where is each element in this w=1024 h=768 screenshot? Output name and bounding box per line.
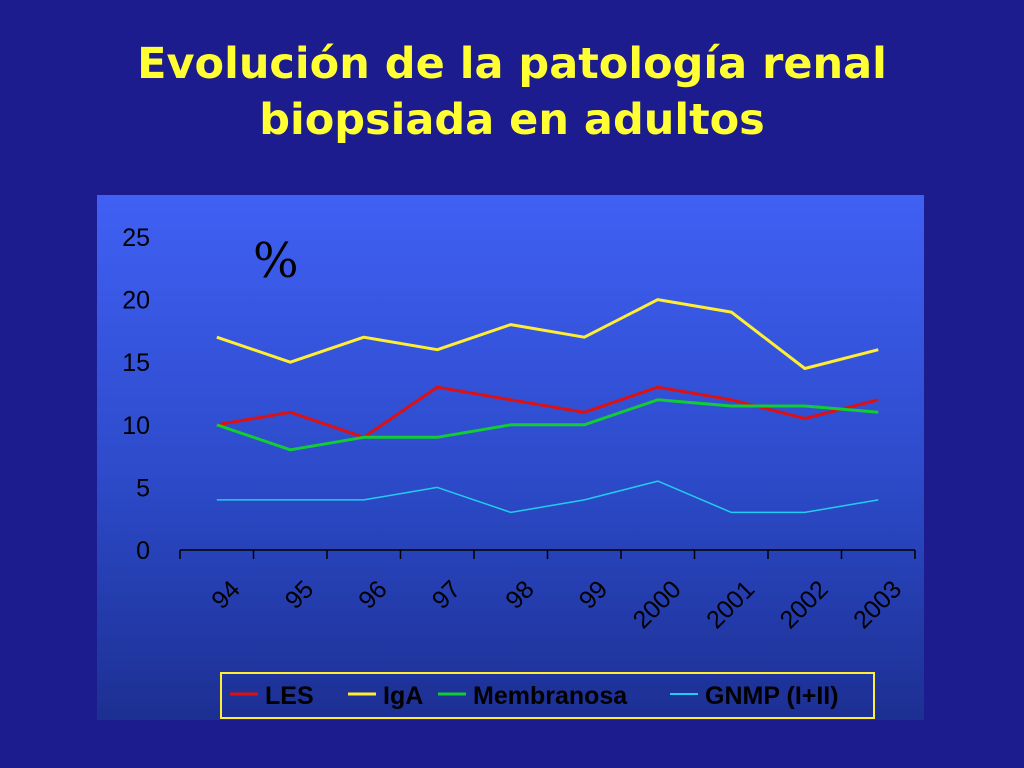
x-tick-label: 2003 — [848, 575, 907, 634]
x-tick-label: 98 — [500, 575, 539, 614]
title-line-2: biopsiada en adultos — [259, 95, 765, 145]
y-tick-label: 15 — [122, 349, 150, 377]
legend-label: IgA — [383, 682, 423, 710]
title-line-1: Evolución de la patología renal — [137, 39, 887, 89]
series-lines — [216, 298, 879, 514]
y-tick-label: 20 — [122, 287, 150, 315]
slide-title: Evolución de la patología renal biopsiad… — [0, 36, 1024, 148]
x-tick-label: 2002 — [775, 575, 834, 634]
legend-label: LES — [265, 682, 314, 710]
y-tick-label: 10 — [122, 412, 150, 440]
legend-label: GNMP (I+II) — [705, 682, 839, 710]
y-tick-label: 5 — [136, 474, 150, 502]
y-axis-ticks: 0 5 10 15 20 25 — [122, 224, 150, 565]
legend: LES IgA Membranosa GNMP (I+II) — [220, 672, 875, 719]
x-tick-label: 94 — [206, 575, 246, 615]
x-tick-label: 2001 — [701, 575, 760, 634]
y-tick-label: 0 — [136, 537, 150, 565]
x-tick-label: 97 — [427, 575, 466, 614]
series-line-membranosa — [216, 398, 879, 452]
series-line-gnmp-i-ii — [216, 480, 879, 514]
x-tick-label: 2000 — [628, 575, 687, 634]
series-line-les — [216, 385, 879, 439]
x-tick-label: 96 — [353, 575, 392, 614]
unit-label: % — [253, 233, 299, 289]
legend-box — [220, 672, 875, 719]
chart-panel — [97, 195, 924, 720]
y-tick-label: 25 — [122, 224, 150, 252]
x-axis: 94 95 96 97 98 99 2000 2001 2002 2003 — [179, 549, 916, 634]
x-tick-label: 95 — [280, 575, 319, 614]
legend-label: Membranosa — [473, 682, 628, 710]
series-line-iga — [216, 298, 879, 370]
x-tick-label: 99 — [574, 575, 613, 614]
